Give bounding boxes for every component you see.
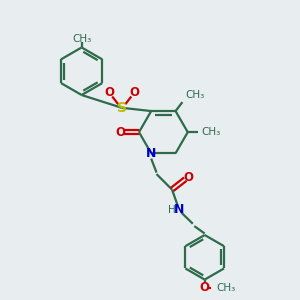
- Text: CH₃: CH₃: [201, 127, 220, 137]
- Text: O: O: [129, 86, 139, 99]
- Text: O: O: [183, 171, 193, 184]
- Text: CH₃: CH₃: [72, 34, 91, 44]
- Text: O: O: [104, 86, 114, 99]
- Text: CH₃: CH₃: [185, 90, 205, 100]
- Text: CH₃: CH₃: [216, 283, 235, 293]
- Text: N: N: [146, 147, 156, 160]
- Text: S: S: [117, 101, 127, 115]
- Text: H: H: [167, 205, 175, 215]
- Text: O: O: [200, 281, 210, 294]
- Text: O: O: [115, 126, 125, 139]
- Text: N: N: [174, 203, 184, 216]
